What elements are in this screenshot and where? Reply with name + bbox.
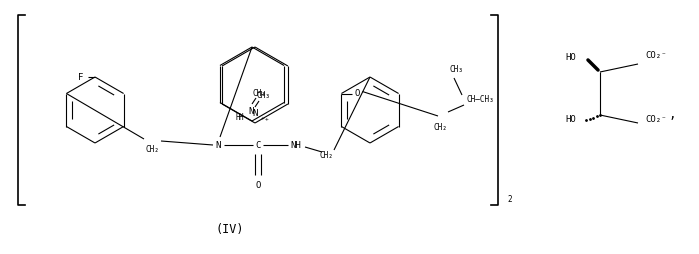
Text: ,: ,: [668, 108, 676, 121]
Text: CH₂: CH₂: [145, 145, 159, 153]
Text: N: N: [248, 107, 254, 117]
Text: CH₂: CH₂: [319, 151, 333, 161]
Text: N: N: [252, 108, 258, 118]
Text: CH–CH₃: CH–CH₃: [466, 96, 494, 104]
Text: F: F: [78, 72, 84, 82]
Text: C: C: [255, 140, 261, 150]
Text: +: +: [265, 117, 269, 121]
Text: HO: HO: [565, 54, 576, 62]
Text: O: O: [354, 89, 360, 98]
Text: 2: 2: [507, 196, 512, 204]
Text: CH₂: CH₂: [433, 123, 447, 133]
Text: N: N: [215, 140, 221, 150]
Text: +: +: [261, 116, 265, 120]
Text: H: H: [236, 113, 240, 121]
Text: H: H: [238, 114, 243, 122]
Text: CO₂⁻: CO₂⁻: [645, 51, 667, 59]
Text: NH: NH: [291, 140, 301, 150]
Text: O: O: [255, 181, 261, 189]
Text: HO: HO: [565, 116, 576, 124]
Text: CO₂⁻: CO₂⁻: [645, 116, 667, 124]
Text: CH₃: CH₃: [449, 66, 463, 74]
Text: CH₃: CH₃: [252, 89, 266, 99]
Text: (IV): (IV): [216, 224, 244, 236]
Text: CH₃: CH₃: [256, 90, 270, 100]
